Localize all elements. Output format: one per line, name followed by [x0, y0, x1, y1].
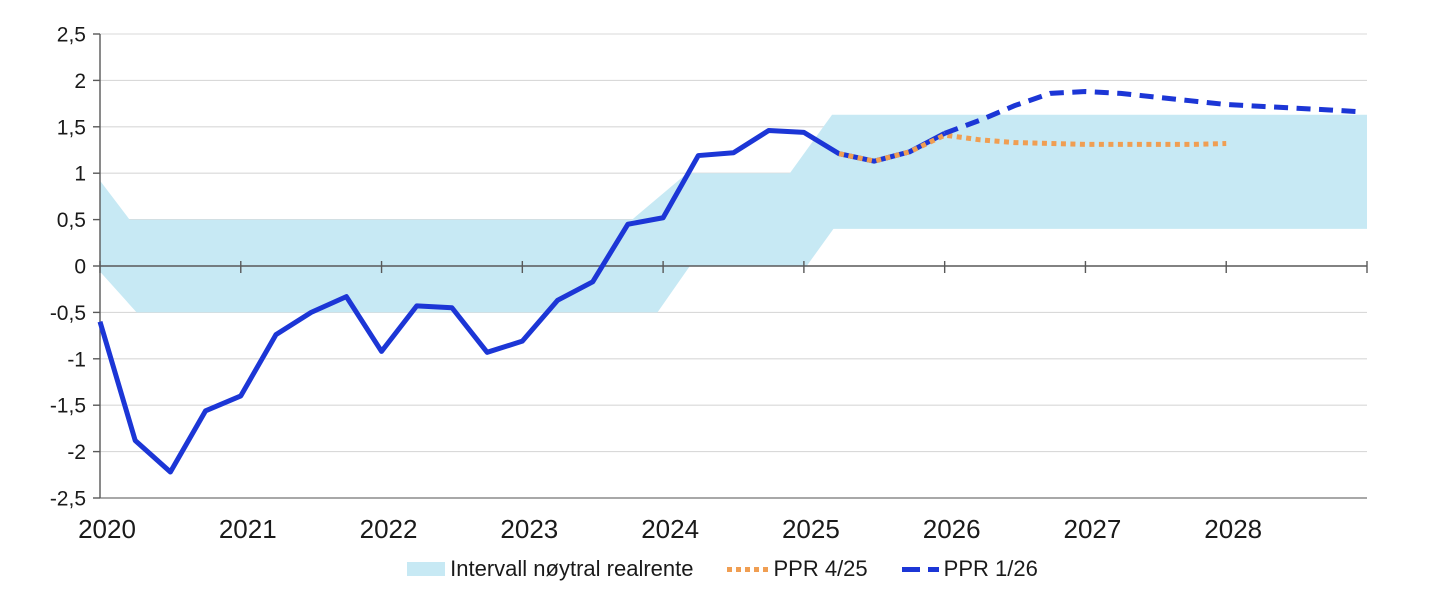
y-tick-label: -0,5 [50, 302, 86, 325]
x-tick-label: 2022 [360, 514, 418, 544]
legend-label-interval: Intervall nøytral realrente [450, 556, 694, 581]
y-tick-label: 0,5 [57, 209, 86, 232]
y-tick-label: 0 [74, 256, 86, 279]
x-tick-label: 2023 [500, 514, 558, 544]
y-tick-label: -1,5 [50, 395, 86, 418]
series-realrente-historikk- [97, 128, 946, 475]
legend-item-interval: Intervall nøytral realrente [407, 556, 693, 582]
series-ppr-1-26 [943, 89, 1363, 136]
dashed-line-swatch [901, 566, 939, 572]
x-tick-label: 2026 [923, 514, 981, 544]
legend-item-ppr-1-26: PPR 1/26 [901, 556, 1038, 582]
y-tick-label: -2 [67, 441, 86, 464]
x-tick-label: 2024 [641, 514, 699, 544]
x-tick-label: 2028 [1204, 514, 1262, 544]
y-tick-label: 2 [74, 70, 86, 93]
y-tick-label: 1 [74, 163, 86, 186]
band-swatch [407, 562, 446, 576]
x-tick-label: 2021 [219, 514, 277, 544]
legend-label-ppr-4-25: PPR 4/25 [773, 556, 868, 581]
y-tick-label: -1 [67, 348, 86, 371]
neutral-rate-band [100, 114, 1367, 313]
dotted-line-swatch [727, 566, 769, 572]
y-tick-label: 1,5 [57, 116, 86, 139]
x-tick-label: 2025 [782, 514, 840, 544]
y-tick-label: -2,5 [50, 488, 86, 511]
legend-item-ppr-4-25: PPR 4/25 [727, 556, 868, 582]
chart-legend: Intervall nøytral realrente PPR 4/25 PPR… [0, 556, 1445, 582]
legend-label-ppr-1-26: PPR 1/26 [943, 556, 1038, 581]
x-tick-label: 2020 [78, 514, 136, 544]
x-tick-label: 2027 [1064, 514, 1122, 544]
series-ppr-4-25 [838, 132, 1227, 164]
chart-canvas: 2,5 2 1,5 1 0,5 0 -0,5 -1 -1,5 -2 -2,5 2020 2021 2022… [50, 24, 1368, 544]
y-tick-label: 2,5 [57, 24, 86, 47]
